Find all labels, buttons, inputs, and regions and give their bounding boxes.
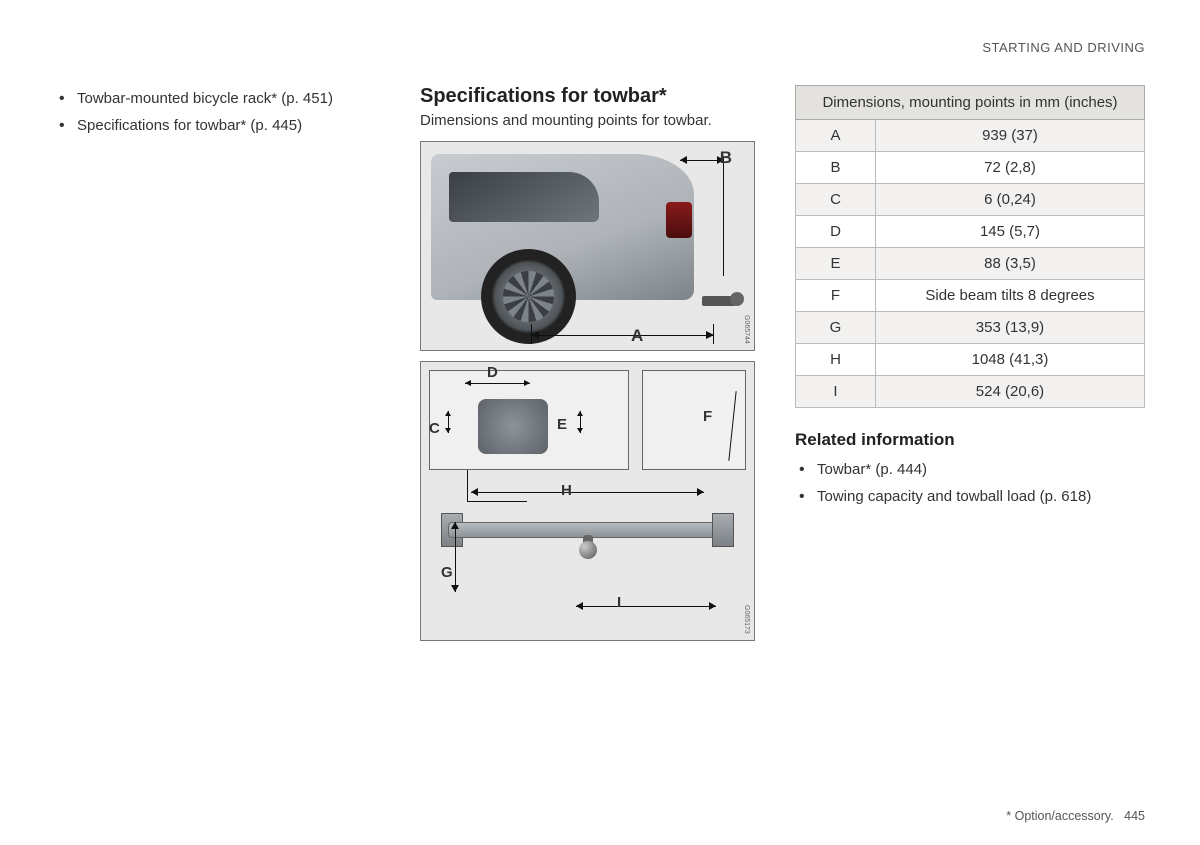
dimension-b-guide	[723, 156, 724, 276]
dimension-g-arrow	[455, 522, 456, 592]
cell-key: H	[796, 344, 876, 376]
cell-key: D	[796, 216, 876, 248]
detail-panel-right	[642, 370, 746, 470]
table-row: E88 (3,5)	[796, 248, 1145, 280]
left-column: Towbar-mounted bicycle rack* (p. 451) Sp…	[55, 85, 390, 651]
footnote: * Option/accessory.	[1006, 809, 1113, 823]
page-number: 445	[1124, 809, 1145, 823]
dimension-a-arrow	[531, 335, 714, 336]
figure-towbar-detail: C D E F H G I G065173	[420, 361, 755, 641]
middle-column: Specifications for towbar* Dimensions an…	[420, 85, 765, 651]
table-row: H1048 (41,3)	[796, 344, 1145, 376]
table-row: C6 (0,24)	[796, 184, 1145, 216]
cell-key: E	[796, 248, 876, 280]
list-item: Specifications for towbar* (p. 445)	[77, 112, 390, 139]
page-footer: * Option/accessory. 445	[1006, 809, 1145, 823]
cell-value: 72 (2,8)	[876, 152, 1145, 184]
table-row: G353 (13,9)	[796, 312, 1145, 344]
figure-vehicle-side: B A G065744	[420, 141, 755, 351]
content-columns: Towbar-mounted bicycle rack* (p. 451) Sp…	[55, 85, 1145, 651]
figure-code: G065744	[743, 315, 750, 344]
cell-key: I	[796, 376, 876, 408]
dimension-c-arrow	[448, 411, 449, 433]
towbar-assembly	[433, 507, 742, 567]
cell-key: G	[796, 312, 876, 344]
label-d: D	[487, 364, 498, 381]
list-item: Towing capacity and towball load (p. 618…	[817, 483, 1145, 510]
table-row: D145 (5,7)	[796, 216, 1145, 248]
wheel-icon	[481, 249, 576, 344]
tail-light	[666, 202, 692, 238]
dimension-i-arrow	[576, 606, 716, 607]
cell-value: 88 (3,5)	[876, 248, 1145, 280]
dimension-e-arrow	[580, 411, 581, 433]
vehicle-window	[449, 172, 599, 222]
label-e: E	[557, 416, 567, 433]
towbar-icon	[702, 296, 736, 306]
cell-value: 1048 (41,3)	[876, 344, 1145, 376]
tilt-line	[728, 391, 736, 461]
cross-ref-list: Towbar-mounted bicycle rack* (p. 451) Sp…	[55, 85, 390, 139]
section-header: STARTING AND DRIVING	[55, 40, 1145, 55]
section-subtitle: Dimensions and mounting points for towba…	[420, 112, 765, 129]
cell-value: 6 (0,24)	[876, 184, 1145, 216]
label-g: G	[441, 564, 453, 581]
table-header: Dimensions, mounting points in mm (inche…	[796, 86, 1145, 120]
table-row: I524 (20,6)	[796, 376, 1145, 408]
label-i: I	[617, 594, 621, 611]
label-a: A	[631, 326, 643, 346]
label-h: H	[561, 482, 572, 499]
mount-bracket	[712, 513, 734, 547]
table-row: B72 (2,8)	[796, 152, 1145, 184]
callout-line	[467, 470, 527, 502]
cell-key: C	[796, 184, 876, 216]
related-info-title: Related information	[795, 430, 1145, 450]
dimension-b-arrow	[680, 160, 724, 161]
label-c: C	[429, 420, 440, 437]
cell-key: F	[796, 280, 876, 312]
cell-value: 353 (13,9)	[876, 312, 1145, 344]
table-row: A939 (37)	[796, 120, 1145, 152]
dimension-d-arrow	[465, 383, 530, 384]
list-item: Towbar-mounted bicycle rack* (p. 451)	[77, 85, 390, 112]
related-info-list: Towbar* (p. 444) Towing capacity and tow…	[795, 456, 1145, 510]
cell-value: 145 (5,7)	[876, 216, 1145, 248]
table-header-row: Dimensions, mounting points in mm (inche…	[796, 86, 1145, 120]
hitch-ball	[579, 541, 597, 559]
list-item: Towbar* (p. 444)	[817, 456, 1145, 483]
cell-value: Side beam tilts 8 degrees	[876, 280, 1145, 312]
label-f: F	[703, 408, 712, 425]
label-b: B	[720, 148, 732, 168]
mechanism-illustration	[478, 399, 548, 454]
detail-panel-left	[429, 370, 629, 470]
dimensions-table: Dimensions, mounting points in mm (inche…	[795, 85, 1145, 408]
cell-value: 524 (20,6)	[876, 376, 1145, 408]
section-title: Specifications for towbar*	[420, 85, 765, 108]
cell-key: A	[796, 120, 876, 152]
cell-key: B	[796, 152, 876, 184]
table-row: FSide beam tilts 8 degrees	[796, 280, 1145, 312]
dimension-h-arrow	[471, 492, 704, 493]
right-column: Dimensions, mounting points in mm (inche…	[795, 85, 1145, 651]
cell-value: 939 (37)	[876, 120, 1145, 152]
figure-code: G065173	[743, 605, 750, 634]
